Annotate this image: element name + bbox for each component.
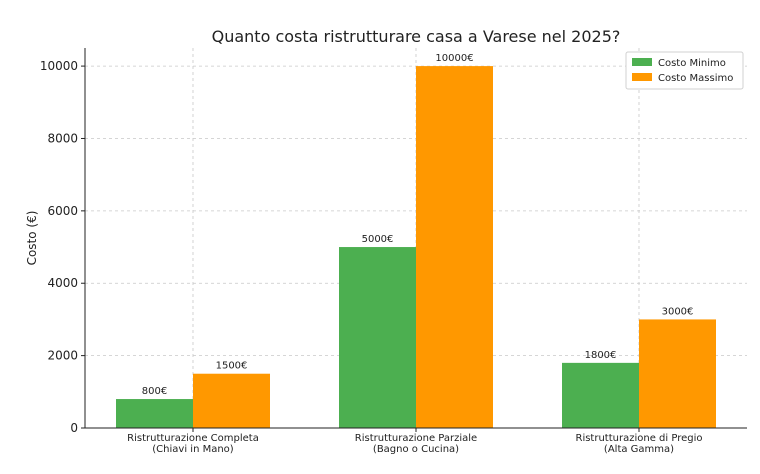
chart-title: Quanto costa ristrutturare casa a Varese… (212, 27, 621, 46)
legend-box (625, 51, 744, 90)
bar-min (339, 247, 416, 428)
legend-label: Costo Minimo (658, 58, 726, 69)
legend-label: Costo Massimo (658, 73, 733, 84)
x-tick-label: Ristrutturazione Parziale (355, 433, 477, 444)
x-tick-label: (Alta Gamma) (604, 444, 674, 455)
data-label: 1800€ (585, 350, 617, 361)
x-tick-label: Ristrutturazione di Pregio (576, 433, 703, 444)
y-tick-label: 2000 (47, 349, 78, 363)
y-tick-label: 6000 (47, 204, 78, 218)
y-tick-label: 4000 (47, 276, 78, 290)
y-tick-label: 10000 (40, 59, 78, 73)
labels-layer: 800€ 1500€ 5000€ 10000€ 1800€ 3000€ (142, 53, 694, 397)
data-label: 1500€ (216, 361, 248, 372)
legend: Costo Minimo Costo Massimo (625, 51, 744, 90)
data-label: 3000€ (662, 306, 694, 317)
bar-min (562, 362, 639, 428)
y-tick-label: 8000 (47, 131, 78, 145)
y-axis-label: Costo (€) (25, 211, 39, 266)
x-tick-label: Ristrutturazione Completa (127, 433, 259, 444)
y-tick-label: 0 (70, 421, 78, 435)
x-tick-label: (Bagno o Cucina) (373, 444, 459, 455)
bar-max (416, 66, 493, 428)
data-label: 10000€ (435, 53, 473, 64)
bar-max (639, 319, 716, 428)
bar-max (193, 373, 270, 428)
legend-swatch (632, 73, 652, 81)
legend-swatch (632, 58, 652, 66)
data-label: 5000€ (362, 234, 394, 245)
bar-min (116, 399, 193, 428)
axes-layer: 0 2000 4000 6000 8000 10000 Ristrutturazione C… (40, 48, 747, 455)
x-tick-label: (Chiavi in Mano) (152, 444, 234, 455)
data-label: 800€ (142, 386, 167, 397)
bars-layer (116, 66, 716, 428)
